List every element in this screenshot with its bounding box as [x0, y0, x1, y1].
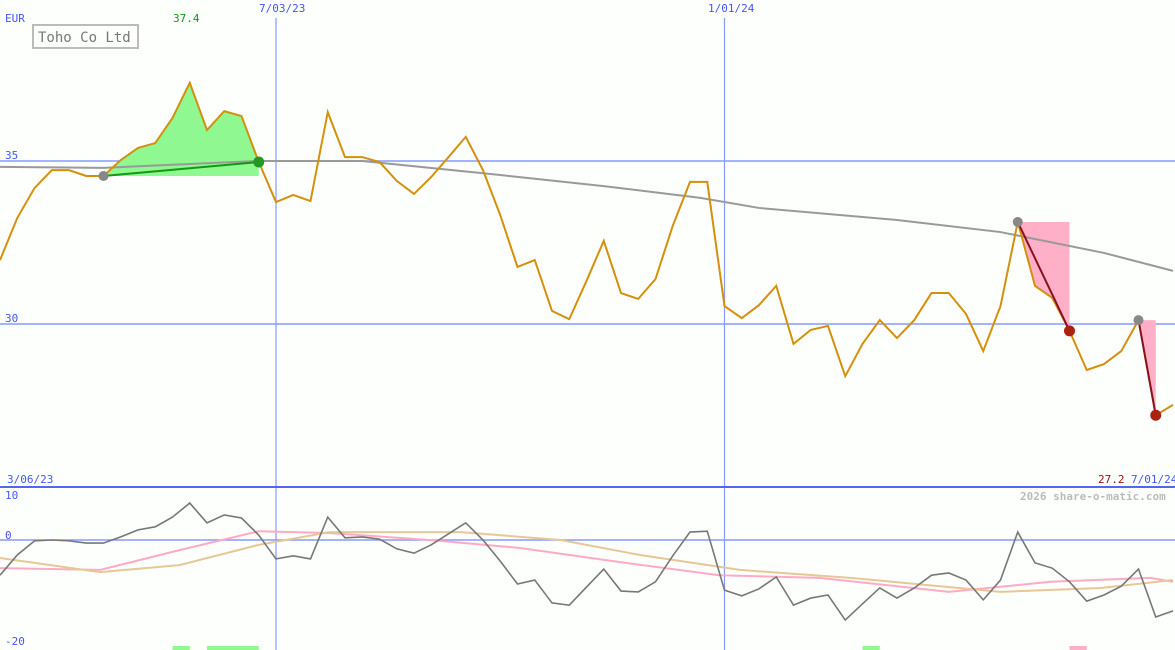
osc-tick-minus20: -20 — [5, 635, 25, 648]
signal-end-point-0 — [253, 156, 265, 168]
signal-start-point-2 — [1133, 315, 1144, 326]
signal-fill-buy-0 — [103, 82, 259, 176]
y-tick-35: 35 — [5, 149, 18, 162]
signal-line-1 — [1016, 221, 1071, 332]
moving-average-line — [0, 160, 1174, 272]
signal-start-point-1 — [1012, 216, 1023, 227]
signal-marker-2 — [862, 646, 880, 650]
x-tick-start: 3/06/23 — [7, 473, 53, 486]
max-label: 37.4 — [173, 12, 200, 25]
signal-line-0 — [103, 160, 259, 177]
signal-end-point-1 — [1064, 325, 1075, 337]
osc-tick-10: 10 — [5, 489, 18, 502]
signal-marker-1 — [207, 646, 259, 650]
y-tick-30: 30 — [5, 312, 18, 325]
signal-marker-0 — [172, 646, 190, 650]
currency-label: EUR — [5, 12, 25, 25]
title-box — [32, 24, 139, 49]
osc-tick-0: 0 — [5, 529, 12, 542]
x-tick-jul23: 7/03/23 — [259, 2, 305, 15]
series-lines — [0, 80, 1174, 622]
signal-marker-3 — [1069, 646, 1087, 650]
chart-title: Toho Co Ltd — [38, 30, 131, 46]
signal-points — [98, 156, 1162, 421]
signal-tan-line — [0, 531, 1174, 593]
oscillator-line — [0, 501, 1174, 622]
signal-start-point-0 — [98, 170, 109, 181]
signal-end-point-2 — [1150, 409, 1162, 421]
signal-pink-line — [0, 530, 1174, 593]
watermark: 2026 share-o-matic.com — [1020, 490, 1166, 503]
signal-line-2 — [1137, 319, 1157, 416]
x-tick-jan24: 1/01/24 — [708, 2, 755, 15]
price-line — [0, 80, 1174, 417]
grid — [0, 18, 1175, 650]
x-tick-end: 7/01/24 — [1131, 473, 1175, 486]
last-price-label: 27.2 — [1098, 473, 1125, 486]
